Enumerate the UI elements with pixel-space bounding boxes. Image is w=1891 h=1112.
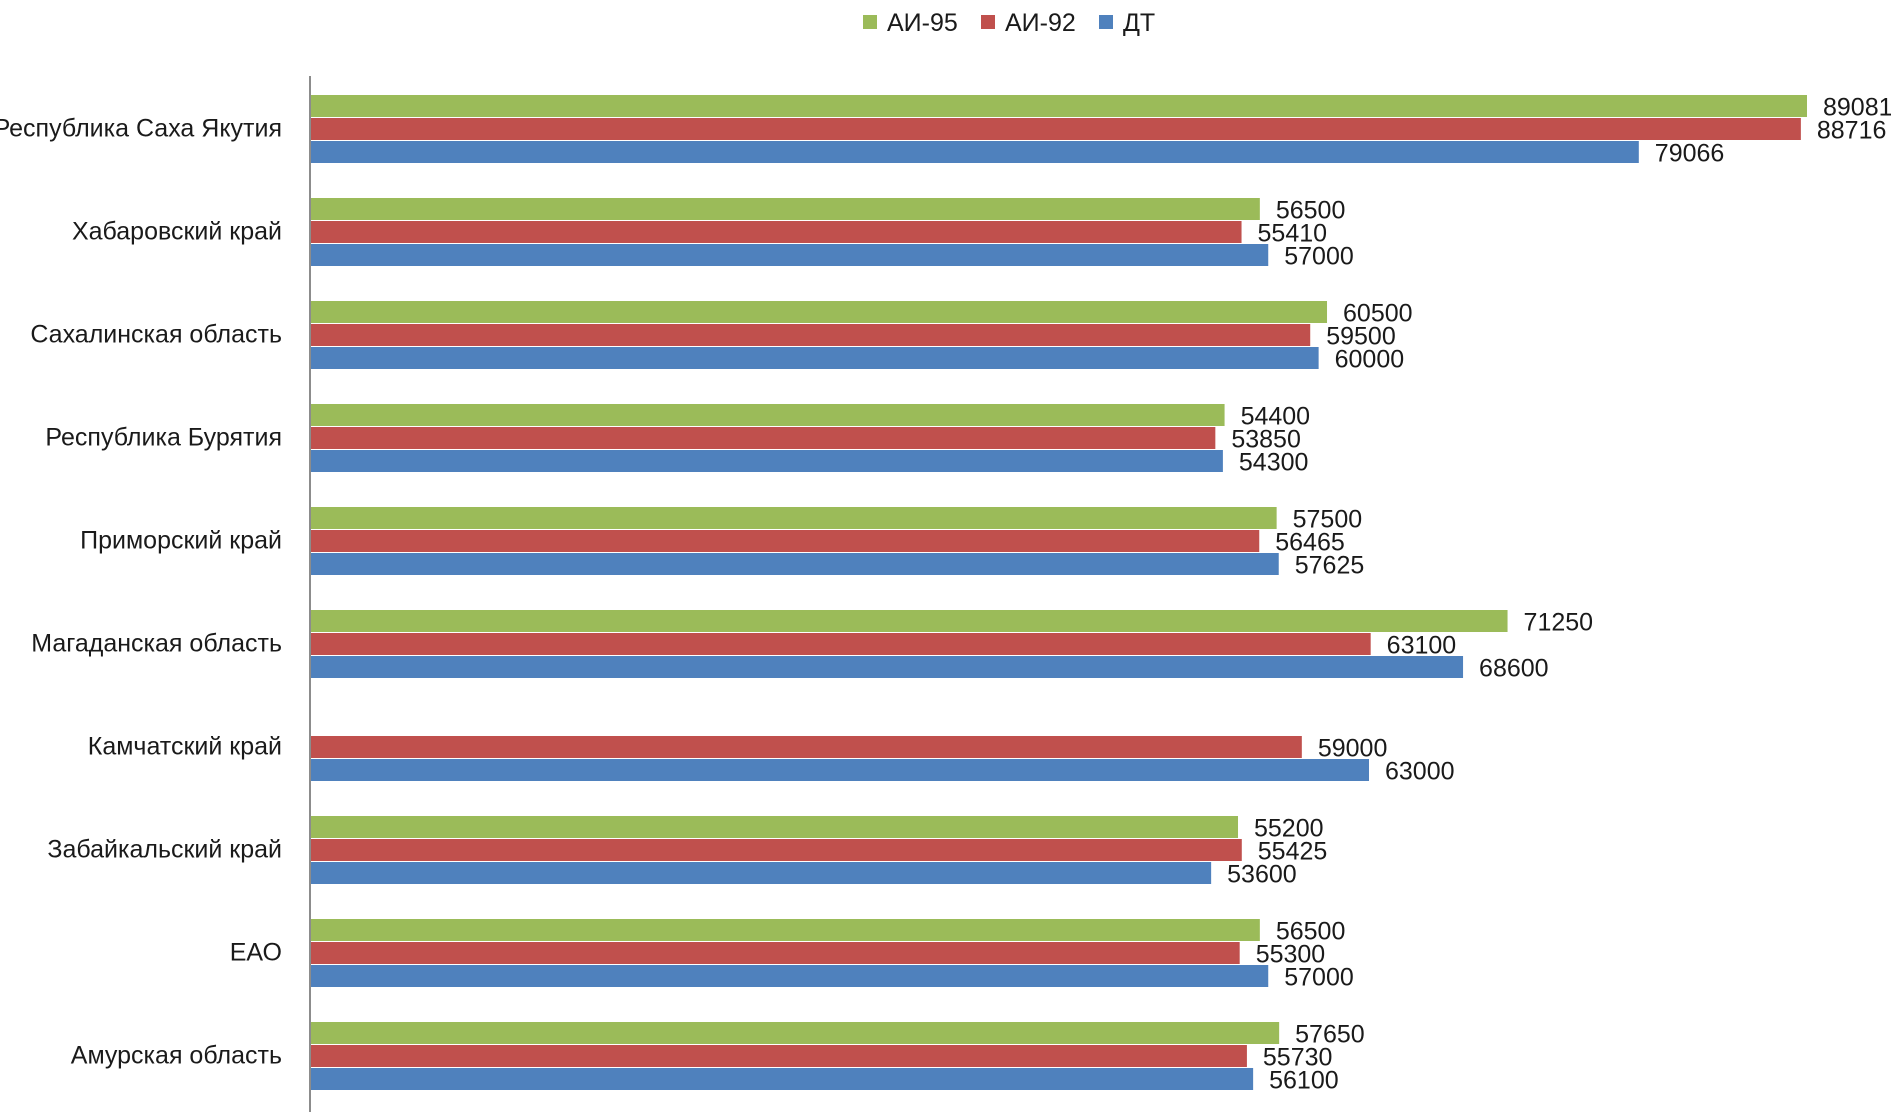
- category-label: ЕАО: [230, 939, 282, 967]
- bar: [311, 347, 1319, 369]
- legend-swatch: [863, 15, 877, 29]
- value-labels: 8908188716790665650055410570006050059500…: [1227, 94, 1891, 1095]
- bar: [311, 404, 1225, 426]
- data-label: 57000: [1284, 964, 1354, 992]
- bar: [311, 95, 1807, 117]
- data-label: 56500: [1276, 197, 1346, 225]
- category-label: Приморский край: [80, 527, 282, 555]
- bar: [311, 839, 1242, 861]
- bar: [311, 919, 1260, 941]
- data-label: 55730: [1263, 1044, 1333, 1072]
- data-label: 88716: [1817, 117, 1887, 145]
- legend-swatch: [981, 15, 995, 29]
- data-label: 57500: [1293, 506, 1363, 534]
- data-label: 57625: [1295, 552, 1365, 580]
- bar: [311, 965, 1269, 987]
- data-label: 89081: [1823, 94, 1891, 122]
- bar: [311, 530, 1260, 552]
- data-label: 55300: [1256, 941, 1326, 969]
- bar: [311, 507, 1277, 529]
- bar: [311, 816, 1239, 838]
- data-label: 79066: [1655, 140, 1725, 168]
- category-labels: Республика Саха Якутия Хабаровский край Са…: [0, 115, 282, 1070]
- data-label: 54400: [1241, 403, 1311, 431]
- category-label: Республика Саха Якутия: [0, 115, 282, 143]
- data-label: 68600: [1479, 655, 1549, 683]
- data-label: 60500: [1343, 300, 1413, 328]
- category-label: Магаданская область: [31, 630, 282, 658]
- bar: [311, 1068, 1254, 1090]
- legend-label: АИ-95: [887, 9, 958, 37]
- bar: [311, 1022, 1280, 1044]
- bar: [311, 198, 1260, 220]
- bar: [311, 1045, 1247, 1067]
- bar: [311, 244, 1269, 266]
- bar: [311, 553, 1279, 575]
- bar: [311, 736, 1302, 758]
- bar: [311, 324, 1311, 346]
- legend: АИ-95 АИ-92 ДТ: [863, 9, 1155, 37]
- data-label: 53850: [1231, 426, 1301, 454]
- data-label: 57650: [1295, 1021, 1365, 1049]
- category-label: Забайкальский край: [47, 836, 282, 864]
- category-label: Сахалинская область: [30, 321, 282, 349]
- bar: [311, 118, 1801, 140]
- data-label: 59000: [1318, 735, 1388, 763]
- legend-swatch: [1099, 15, 1113, 29]
- data-label: 56100: [1269, 1067, 1339, 1095]
- data-label: 63000: [1385, 758, 1455, 786]
- bar: [311, 301, 1328, 323]
- data-label: 63100: [1387, 632, 1457, 660]
- data-label: 71250: [1524, 609, 1594, 637]
- bar: [311, 633, 1371, 655]
- data-label: 55425: [1258, 838, 1328, 866]
- category-label: Республика Бурятия: [45, 424, 282, 452]
- data-label: 55200: [1254, 815, 1324, 843]
- bar: [311, 450, 1223, 472]
- data-label: 60000: [1335, 346, 1405, 374]
- data-label: 57000: [1284, 243, 1354, 271]
- data-label: 59500: [1326, 323, 1396, 351]
- category-label: Камчатский край: [88, 733, 282, 761]
- data-label: 55410: [1258, 220, 1328, 248]
- data-label: 56465: [1275, 529, 1345, 557]
- bar-group: [311, 95, 1807, 1090]
- bar: [311, 610, 1508, 632]
- bar: [311, 427, 1216, 449]
- legend-label: ДТ: [1123, 9, 1155, 37]
- category-label: Хабаровский край: [72, 218, 282, 246]
- data-label: 54300: [1239, 449, 1309, 477]
- bar: [311, 862, 1212, 884]
- bar: [311, 759, 1370, 781]
- bar: [311, 656, 1464, 678]
- bar: [311, 942, 1240, 964]
- bar: [311, 141, 1639, 163]
- data-label: 53600: [1227, 861, 1297, 889]
- category-label: Амурская область: [71, 1042, 282, 1070]
- bar: [311, 221, 1242, 243]
- legend-label: АИ-92: [1005, 9, 1076, 37]
- data-label: 56500: [1276, 918, 1346, 946]
